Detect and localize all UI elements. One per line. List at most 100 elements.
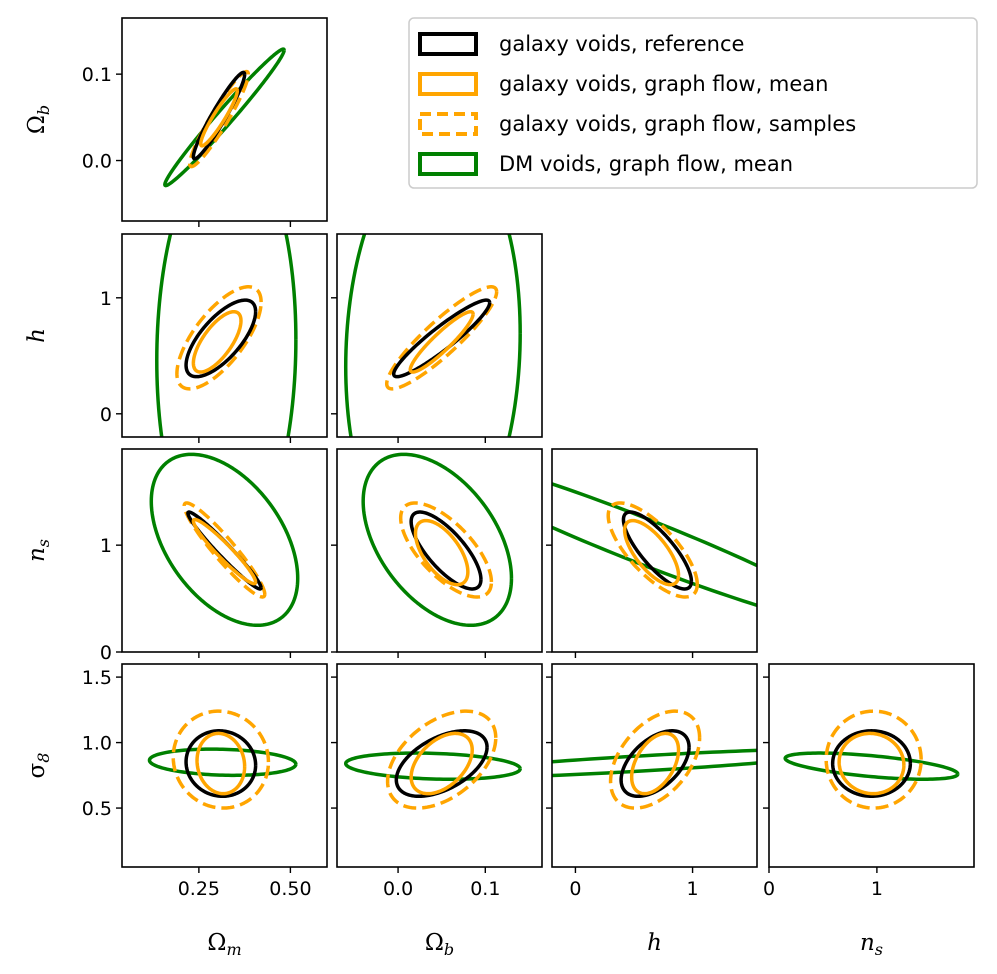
panel-contours — [552, 709, 757, 810]
panel-omega-m-vs-omega-b: 0.0 0.1 Ωb — [24, 17, 328, 227]
panel-frame — [768, 663, 975, 868]
panel-contours — [147, 709, 298, 810]
contour-gal-samples — [606, 501, 700, 599]
contour-gal-mean — [195, 731, 247, 796]
contour-gal-mean — [198, 87, 240, 148]
contour-ref — [394, 729, 489, 799]
contour-gal-samples — [175, 285, 263, 391]
panel-contours — [343, 709, 522, 810]
y-tick-label: 1 — [100, 535, 112, 557]
y-tick-label: 1.0 — [82, 733, 112, 755]
panel-omega-m-vs-n-s: 0 1 ns — [24, 448, 328, 664]
panel-h-vs-n-s — [546, 448, 758, 658]
legend-entry-gal-samples: galaxy voids, graph flow, samples — [418, 112, 856, 136]
x-tick-label: 1 — [687, 878, 699, 900]
legend-swatch — [418, 32, 478, 56]
contour-dm-mean — [163, 47, 286, 188]
x-axis-label-omega-b: Ωb — [425, 930, 454, 959]
contour-gal-mean — [629, 731, 681, 796]
x-tick-label: 0.0 — [383, 878, 413, 900]
contour-ref — [621, 510, 694, 591]
panel-frame — [121, 448, 328, 653]
contour-gal-mean — [191, 517, 258, 586]
panel-frame — [121, 663, 328, 868]
contour-dm-mean — [343, 751, 522, 781]
contour-dm-mean — [147, 747, 298, 778]
x-tick-label: 0.50 — [269, 878, 311, 900]
x-axis-label-omega-m: Ωm — [207, 930, 241, 959]
contour-ref — [184, 729, 258, 799]
panel-contours — [163, 47, 286, 188]
y-tick-label: 1 — [100, 288, 112, 310]
x-tick-label: 0.1 — [470, 878, 500, 900]
legend-box — [408, 17, 978, 189]
contour-gal-samples — [187, 69, 251, 169]
contour-dm-mean — [552, 748, 757, 778]
y-axis-label-sigma-8: σ8 — [24, 753, 53, 779]
contour-dm-mean — [783, 751, 960, 781]
panel-omega-b-vs-sigma-8: 0.0 0.1 Ωb — [331, 663, 543, 959]
legend-label: DM voids, graph flow, mean — [499, 152, 793, 176]
contour-gal-mean — [413, 518, 470, 587]
contour-ref — [184, 298, 258, 379]
panel-omega-m-vs-h: 0 1 h — [24, 233, 328, 443]
panel-omega-b-vs-h — [331, 233, 543, 443]
contour-gal-samples — [824, 709, 923, 810]
contour-dm-mean — [361, 452, 514, 628]
contour-dm-mean — [155, 234, 298, 437]
y-tick-label: 0.0 — [82, 151, 112, 173]
panel-contours — [149, 452, 300, 628]
contour-ref — [391, 298, 492, 379]
y-tick-label: 0.5 — [82, 798, 112, 820]
legend-label: galaxy voids, graph flow, samples — [499, 112, 856, 136]
panel-contours — [155, 234, 298, 437]
panel-contours — [343, 234, 522, 437]
contour-dm-mean — [343, 234, 522, 437]
y-axis-label-omega-b: Ωb — [24, 105, 53, 134]
contour-gal-samples — [182, 501, 267, 599]
panel-contours — [552, 482, 757, 608]
y-tick-label: 0 — [100, 404, 112, 426]
x-tick-label: 0 — [763, 878, 775, 900]
legend-entry-dm-mean: DM voids, graph flow, mean — [418, 152, 793, 176]
legend-swatch — [418, 152, 478, 176]
panel-contours — [361, 452, 514, 628]
contour-gal-samples — [385, 709, 498, 810]
y-tick-label: 1.5 — [82, 667, 112, 689]
contour-gal-samples — [608, 709, 702, 810]
legend-entry-gal-mean: galaxy voids, graph flow, mean — [418, 72, 828, 96]
contour-gal-samples — [398, 501, 494, 599]
contour-ref — [619, 729, 691, 799]
legend-entry-ref: galaxy voids, reference — [418, 32, 744, 56]
y-tick-label: 0.1 — [82, 64, 112, 86]
legend: galaxy voids, reference galaxy voids, gra… — [408, 17, 978, 189]
contour-ref — [186, 510, 263, 591]
contour-gal-mean — [837, 731, 906, 796]
contour-gal-mean — [408, 309, 475, 374]
panel-h-vs-sigma-8: 0 1 h — [546, 663, 758, 956]
contour-gal-mean — [191, 309, 243, 374]
panel-frame — [336, 233, 543, 438]
contour-gal-mean — [409, 731, 474, 796]
x-tick-label: 0 — [569, 878, 581, 900]
contour-gal-mean — [622, 518, 681, 587]
x-tick-label: 1 — [871, 878, 883, 900]
panel-frame — [551, 663, 758, 868]
contour-gal-samples — [171, 709, 271, 810]
panel-frame — [336, 448, 543, 653]
contour-ref — [830, 729, 913, 799]
x-axis-label-n-s: ns — [860, 930, 883, 959]
panel-frame — [121, 17, 328, 222]
y-axis-label-h: h — [24, 328, 50, 343]
y-tick-label: 0 — [100, 642, 112, 664]
panel-n-s-vs-sigma-8: 0 1 ns — [763, 663, 975, 959]
panel-frame — [121, 233, 328, 438]
legend-swatch — [418, 112, 478, 136]
x-tick-label: 0.25 — [178, 878, 220, 900]
panel-omega-b-vs-n-s — [331, 448, 543, 658]
legend-label: galaxy voids, reference — [499, 32, 744, 56]
contour-dm-mean — [552, 482, 757, 608]
legend-swatch — [418, 72, 478, 96]
